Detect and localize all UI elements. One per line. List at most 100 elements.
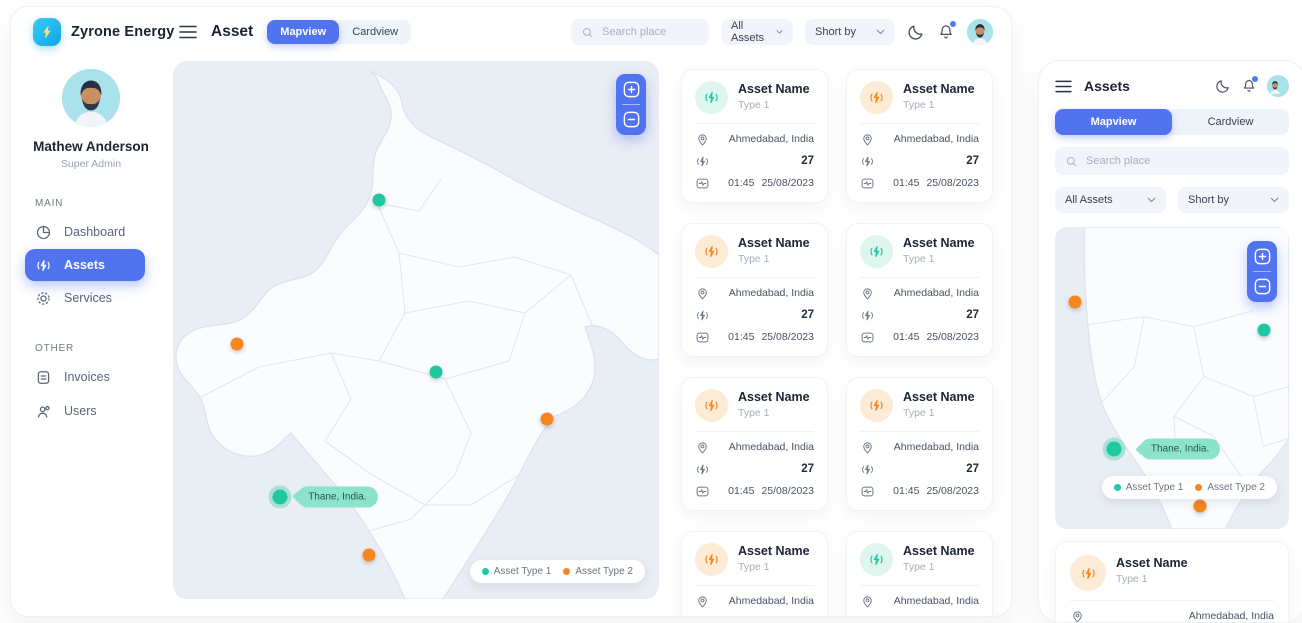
asset-name: Asset Name: [903, 544, 975, 558]
asset-date: 25/08/2023: [761, 331, 814, 343]
map-marker-asset-type-2[interactable]: [1193, 499, 1207, 513]
mobile-india-map[interactable]: Thane, India. Asset Type 1 Asset Type 2: [1055, 227, 1289, 529]
energy-icon: [862, 464, 873, 474]
asset-count: 27: [966, 463, 979, 475]
asset-filter-dropdown[interactable]: All Assets: [1055, 187, 1166, 213]
zoom-in-button[interactable]: [622, 80, 641, 99]
user-role: Super Admin: [60, 158, 122, 170]
asset-card[interactable]: Asset Name Type 1 Ahmedabad, India 27 01…: [846, 377, 993, 511]
asset-type: Type 1: [903, 253, 935, 265]
asset-filter-dropdown[interactable]: All Assets: [721, 19, 793, 45]
asset-location: Ahmedabad, India: [728, 441, 814, 453]
menu-icon[interactable]: [1055, 80, 1072, 93]
map-marker-asset-type-2[interactable]: [362, 548, 376, 562]
menu-icon[interactable]: [179, 25, 197, 39]
chevron-down-icon: [776, 30, 783, 34]
legend-item-type-2: Asset Type 2: [563, 566, 633, 577]
count-row: 27: [695, 304, 814, 326]
notifications-button[interactable]: [937, 21, 956, 41]
search-box[interactable]: [571, 19, 709, 45]
dark-mode-toggle[interactable]: [1215, 78, 1231, 94]
notifications-button[interactable]: [1241, 76, 1258, 94]
sidebar-item-label: Dashboard: [64, 225, 126, 239]
map-marker-asset-type-1[interactable]: [272, 489, 288, 505]
asset-card[interactable]: Asset Name Type 1 Ahmedabad, India 27 01…: [681, 69, 828, 203]
energy-icon: [705, 91, 718, 104]
dark-mode-toggle[interactable]: [907, 23, 925, 41]
asset-card[interactable]: Asset Name Type 1 Ahmedabad, India 27 01…: [681, 223, 828, 357]
mobile-asset-card[interactable]: Asset Name Type 1 Ahmedabad, India: [1055, 541, 1289, 622]
bell-icon: [1243, 80, 1255, 92]
sort-dropdown[interactable]: Short by: [1178, 187, 1289, 213]
divider: [695, 431, 814, 432]
user-avatar[interactable]: [967, 19, 993, 45]
sidebar-item-assets[interactable]: Assets: [25, 249, 145, 281]
asset-name: Asset Name: [903, 236, 975, 250]
moon-icon: [908, 25, 923, 40]
map-marker-asset-type-2[interactable]: [540, 412, 554, 426]
map-marker-asset-type-1[interactable]: [1257, 323, 1271, 337]
card-header: Asset Name Type 1: [695, 235, 814, 268]
location-row: Ahmedabad, India: [860, 590, 979, 612]
location-pin-icon: [863, 133, 872, 146]
asset-datetime: 01:45 25/08/2023: [886, 177, 979, 189]
sidebar: Mathew Anderson Super Admin MAIN Dashboa…: [11, 57, 171, 616]
zoom-in-button[interactable]: [1253, 247, 1272, 266]
location-pin-icon: [698, 595, 707, 608]
map-marker-asset-type-1[interactable]: [372, 193, 386, 207]
tab-cardview[interactable]: Cardview: [1172, 109, 1289, 135]
map-marker-asset-type-2[interactable]: [230, 337, 244, 351]
asset-name: Asset Name: [738, 236, 810, 250]
divider: [1253, 271, 1271, 272]
asset-card[interactable]: Asset Name Type 1 Ahmedabad, India 27 01…: [846, 531, 993, 616]
sort-dropdown[interactable]: Short by: [805, 19, 895, 45]
map-marker-asset-type-1[interactable]: [429, 365, 443, 379]
india-map[interactable]: Thane, India. Asset Type 1 Asset Type 2: [173, 61, 659, 599]
sidebar-item-services[interactable]: Services: [11, 281, 171, 315]
card-titles: Asset Name Type 1: [903, 543, 975, 573]
brand-name: Zyrone Energy: [71, 24, 175, 40]
count-row: 27: [860, 304, 979, 326]
asset-datetime: 01:45 25/08/2023: [721, 331, 814, 343]
divider: [695, 277, 814, 278]
tab-mapview[interactable]: Mapview: [1055, 109, 1172, 135]
asset-location: Ahmedabad, India: [728, 287, 814, 299]
topbar-actions: All Assets Short by: [571, 19, 993, 45]
search-input[interactable]: [1084, 154, 1279, 168]
card-titles: Asset Name Type 1: [738, 543, 810, 573]
map-marker-asset-type-2[interactable]: [1068, 295, 1082, 309]
asset-location: Ahmedabad, India: [893, 595, 979, 607]
map-zoom-control: [616, 74, 646, 135]
asset-card[interactable]: Asset Name Type 1 Ahmedabad, India 27 01…: [846, 69, 993, 203]
tab-mapview[interactable]: Mapview: [267, 20, 340, 44]
search-input[interactable]: [600, 25, 699, 39]
user-avatar[interactable]: [1267, 75, 1289, 97]
datetime-row: 01:45 25/08/2023: [860, 172, 979, 194]
energy-icon: [862, 310, 873, 320]
sidebar-item-invoices[interactable]: Invoices: [11, 360, 171, 394]
asset-card[interactable]: Asset Name Type 1 Ahmedabad, India 27 01…: [846, 223, 993, 357]
asset-card[interactable]: Asset Name Type 1 Ahmedabad, India 27 01…: [681, 531, 828, 616]
energy-icon: [37, 259, 50, 271]
asset-time: 01:45: [728, 177, 755, 189]
energy-icon: [705, 399, 718, 412]
zoom-out-button[interactable]: [1253, 277, 1272, 296]
tab-cardview[interactable]: Cardview: [339, 20, 411, 44]
card-header: Asset Name Type 1: [860, 543, 979, 576]
sort-label: Short by: [815, 26, 856, 38]
brand: Zyrone Energy: [33, 18, 179, 46]
location-row: Ahmedabad, India: [695, 128, 814, 150]
map-marker-asset-type-1[interactable]: [1106, 441, 1122, 457]
sidebar-item-users[interactable]: Users: [11, 394, 171, 428]
nav-section-label: MAIN: [35, 198, 64, 209]
datetime-row: 01:45 25/08/2023: [860, 326, 979, 348]
mobile-map-tooltip: Thane, India.: [1139, 438, 1221, 460]
avatar-image: [967, 19, 993, 45]
legend-item-type-1: Asset Type 1: [1113, 482, 1183, 493]
sidebar-item-dashboard[interactable]: Dashboard: [11, 215, 171, 249]
count-row: 27: [860, 612, 979, 616]
mobile-search-box[interactable]: [1055, 147, 1289, 175]
card-header: Asset Name Type 1: [860, 235, 979, 268]
asset-card[interactable]: Asset Name Type 1 Ahmedabad, India 27 01…: [681, 377, 828, 511]
zoom-out-button[interactable]: [622, 110, 641, 129]
